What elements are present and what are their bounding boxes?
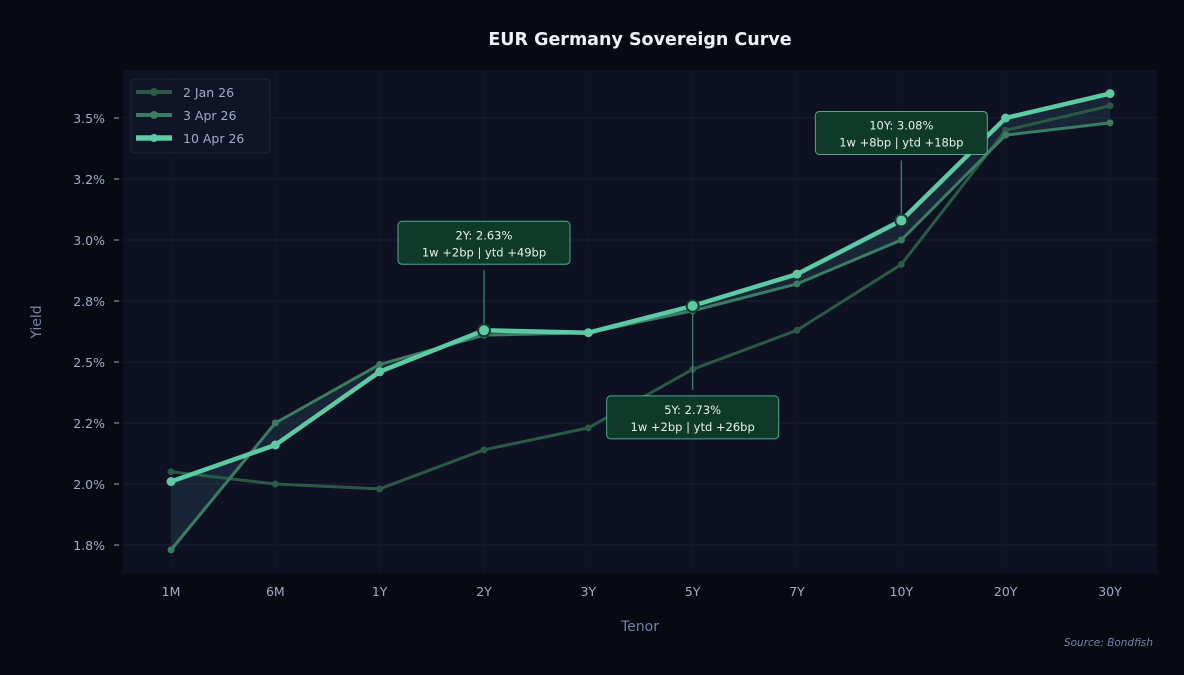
legend-item[interactable]: 10 Apr 26 [136, 131, 244, 146]
x-tick-label: 1Y [372, 584, 388, 599]
annotation-marker[interactable] [894, 213, 909, 228]
data-point[interactable] [897, 260, 905, 268]
data-point[interactable] [167, 546, 175, 554]
data-point[interactable] [167, 468, 175, 476]
annotation-box [606, 395, 780, 440]
y-tick-label: 2.2% [73, 416, 105, 431]
data-point[interactable] [376, 360, 384, 368]
data-point[interactable] [376, 485, 384, 493]
x-axis-label: Tenor [620, 619, 659, 635]
data-point[interactable] [583, 328, 593, 338]
x-tick-label: 5Y [685, 584, 701, 599]
annotation-marker[interactable] [477, 323, 491, 338]
annotation-detail: 1w +2bp | ytd +49bp [422, 245, 546, 259]
x-tick-label: 7Y [789, 584, 805, 599]
data-point[interactable] [271, 480, 279, 488]
data-point[interactable] [1106, 119, 1114, 127]
x-tick-label: 6M [266, 584, 285, 599]
data-point[interactable] [480, 446, 488, 454]
data-point[interactable] [166, 477, 176, 487]
legend-swatch-marker [150, 88, 158, 96]
x-tick-label: 20Y [994, 584, 1018, 599]
legend-swatch-marker [150, 134, 158, 142]
source-note: Source: Bondfish [1064, 637, 1153, 649]
data-point[interactable] [1002, 126, 1010, 134]
legend-swatch-marker [150, 111, 158, 119]
data-point[interactable] [793, 326, 801, 334]
y-tick-label: 3.0% [73, 233, 105, 248]
annotation-title: 5Y: 2.73% [664, 403, 721, 417]
y-tick-label: 3.5% [73, 111, 105, 126]
data-point[interactable] [375, 367, 385, 377]
x-tick-label: 30Y [1098, 584, 1122, 599]
legend-label: 3 Apr 26 [183, 108, 236, 123]
annotation-marker[interactable] [685, 298, 700, 313]
legend-box [130, 78, 271, 154]
data-point[interactable] [271, 419, 279, 427]
x-tick-label: 10Y [890, 584, 914, 599]
data-point[interactable] [897, 236, 905, 244]
legend-label: 10 Apr 26 [183, 131, 244, 146]
y-tick-label: 2.0% [73, 477, 105, 492]
y-tick-label: 3.2% [73, 172, 105, 187]
y-axis-label: Yield [29, 305, 45, 339]
legend-label: 2 Jan 26 [183, 85, 234, 100]
data-point[interactable] [793, 280, 801, 288]
annotation-title: 2Y: 2.63% [456, 228, 513, 242]
legend-item[interactable]: 2 Jan 26 [136, 85, 234, 100]
annotation-box [814, 110, 988, 155]
annotations: 2Y: 2.63% 1w +2bp | ytd +49bp 5Y: 2.73% 1w … [397, 110, 988, 440]
annotation-detail: 1w +8bp | ytd +18bp [839, 135, 963, 149]
annotation-detail: 1w +2bp | ytd +26bp [631, 420, 755, 434]
x-tick-label: 1M [162, 584, 181, 599]
legend[interactable]: 2 Jan 26 3 Apr 26 10 Apr 26 [130, 78, 271, 154]
data-point[interactable] [1001, 113, 1011, 123]
chart-title: EUR Germany Sovereign Curve [488, 30, 791, 50]
legend-item[interactable]: 3 Apr 26 [136, 108, 236, 123]
data-point[interactable] [1105, 89, 1115, 99]
series-line [169, 121, 1112, 552]
data-point[interactable] [792, 269, 802, 279]
series-line [168, 91, 1113, 484]
annotation-title: 10Y: 3.08% [869, 118, 933, 132]
x-tick-label: 3Y [581, 584, 597, 599]
annotation-2y: 2Y: 2.63% 1w +2bp | ytd +49bp [397, 220, 571, 338]
annotation-box [397, 220, 571, 265]
y-tick-label: 2.8% [73, 294, 105, 309]
data-point[interactable] [584, 424, 592, 432]
annotation-10y: 10Y: 3.08% 1w +8bp | ytd +18bp [814, 110, 988, 228]
y-tick-label: 2.5% [73, 355, 105, 370]
data-point[interactable] [1002, 131, 1010, 139]
data-point[interactable] [1106, 102, 1114, 110]
y-tick-label: 1.8% [73, 538, 105, 553]
axes: 1.8% 2.0% 2.2% 2.5% 2.8% 3.0% 3.2% 3.5% 1M 6M 1Y 2Y… [73, 111, 1122, 599]
x-tick-label: 2Y [476, 584, 492, 599]
annotation-5y: 5Y: 2.73% 1w +2bp | ytd +26bp [606, 298, 780, 440]
data-point[interactable] [270, 440, 280, 450]
